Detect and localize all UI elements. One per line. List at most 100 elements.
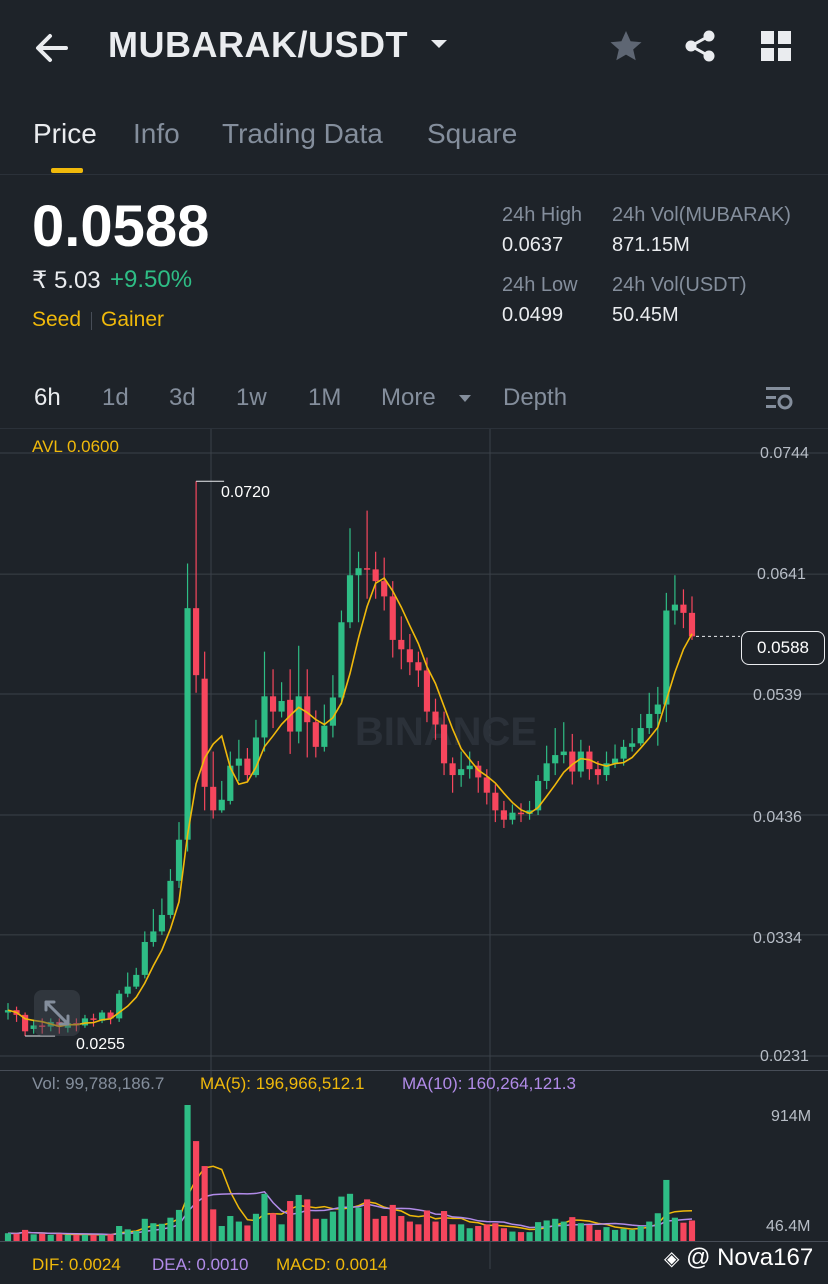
candle-body <box>81 1018 89 1026</box>
volume-bar <box>167 1217 174 1241</box>
tab-info[interactable]: Info <box>133 118 180 149</box>
price-ma-line <box>7 576 693 1028</box>
volume-bar <box>423 1210 431 1241</box>
volume-bar <box>47 1234 54 1241</box>
volume-bar <box>287 1201 294 1241</box>
back-button[interactable] <box>30 26 74 70</box>
volume-legend-ma5: MA(5): 196,966,512.1 <box>200 1074 365 1093</box>
volume-bar <box>269 1213 277 1241</box>
low-marker-label: 0.0255 <box>76 1036 125 1053</box>
y-tick-label: 0.0231 <box>760 1048 809 1065</box>
candle-body <box>312 722 319 747</box>
volume-bar <box>663 1179 670 1241</box>
candle-body <box>440 724 448 764</box>
timeframe-more[interactable]: More <box>381 384 436 411</box>
candle-body <box>432 711 439 725</box>
volume-bar <box>629 1229 636 1241</box>
tag-seed[interactable]: Seed <box>32 308 82 331</box>
timeframe-1d[interactable]: 1d <box>102 384 129 411</box>
volume-bar <box>381 1216 388 1241</box>
tab-depth[interactable]: Depth <box>503 384 568 411</box>
volume-bar <box>56 1233 63 1241</box>
candle-body <box>475 765 482 778</box>
volume-bar <box>611 1229 619 1241</box>
volume-bar <box>22 1229 29 1241</box>
timeframe-1m[interactable]: 1M <box>308 384 342 411</box>
volume-bar <box>492 1223 499 1241</box>
current-price-tag[interactable]: 0.0588 <box>741 631 825 665</box>
volume-bar <box>244 1225 251 1241</box>
high-marker-label: 0.0720 <box>221 484 270 501</box>
volume-legend-ma10: MA(10): 160,264,121.3 <box>402 1074 576 1093</box>
volume-bar <box>603 1227 610 1241</box>
candle-body <box>629 743 636 747</box>
candlesticks <box>4 481 696 1037</box>
more-dropdown-icon[interactable] <box>457 392 473 410</box>
volume-bar <box>483 1224 490 1241</box>
candle-body <box>552 755 559 764</box>
candle-body <box>355 568 362 576</box>
candle-body <box>646 713 653 729</box>
candle-body <box>500 810 507 820</box>
candle-body <box>133 974 140 987</box>
pair-title[interactable]: MUBARAK/USDT <box>108 24 408 65</box>
volume-bar <box>440 1211 448 1241</box>
volume-bar <box>364 1199 371 1241</box>
candle-body <box>466 765 473 770</box>
share-icon[interactable] <box>682 28 718 69</box>
candle-body <box>406 649 413 663</box>
volume-bar <box>432 1221 439 1241</box>
tag-gainer[interactable]: Gainer <box>101 308 165 331</box>
candle-body <box>295 696 302 732</box>
stat-24h-vol-base-value: 871.15M <box>612 234 690 256</box>
candle-body <box>235 758 242 766</box>
current-price-value: 0.0588 <box>757 638 809 657</box>
volume-bar <box>577 1223 584 1241</box>
stat-24h-high-label: 24h High <box>502 204 583 226</box>
pair-dropdown-icon[interactable] <box>428 36 450 57</box>
tab-trading-data[interactable]: Trading Data <box>222 118 383 149</box>
volume-bars <box>4 1105 696 1241</box>
candle-body <box>688 612 696 637</box>
volume-bar <box>218 1226 225 1241</box>
timeframe-6h[interactable]: 6h <box>34 384 61 411</box>
candle-body <box>603 763 610 776</box>
volume-bar <box>517 1232 525 1241</box>
active-tab-indicator <box>51 168 83 173</box>
candle-body <box>304 696 311 723</box>
candle-body <box>321 725 328 747</box>
volume-bar <box>141 1218 148 1241</box>
candle-body <box>483 777 490 793</box>
candle-body <box>175 839 183 881</box>
tab-square[interactable]: Square <box>427 118 518 149</box>
tab-price[interactable]: Price <box>33 118 97 149</box>
candle-body <box>210 786 217 811</box>
candle-body <box>158 914 165 932</box>
favorite-star-icon[interactable] <box>608 28 644 69</box>
candle-body <box>261 696 268 738</box>
fullscreen-button[interactable] <box>34 990 80 1036</box>
candle-body <box>637 728 644 744</box>
chart-settings-icon[interactable] <box>764 384 794 417</box>
grid-menu-icon[interactable] <box>760 30 792 67</box>
volume-bar <box>329 1211 336 1241</box>
candle-body <box>22 1014 29 1032</box>
candle-body <box>107 1012 114 1019</box>
timeframe-3d[interactable]: 3d <box>169 384 196 411</box>
candle-body <box>364 568 371 570</box>
volume-bar <box>116 1226 123 1241</box>
candle-body <box>124 986 131 994</box>
timeframe-1w[interactable]: 1w <box>236 384 267 411</box>
chart-top-divider <box>0 428 828 429</box>
candle-body <box>577 751 584 772</box>
volume-bar <box>415 1224 422 1241</box>
candle-body <box>329 697 336 726</box>
candle-body <box>150 931 157 942</box>
volume-bar <box>338 1196 345 1241</box>
macd-dea: DEA: 0.0010 <box>152 1255 249 1274</box>
volume-bar <box>150 1223 157 1241</box>
price-chart[interactable]: BINANCE <box>0 429 828 1284</box>
volume-bar <box>39 1233 46 1241</box>
volume-bar <box>13 1233 20 1241</box>
volume-bar <box>98 1234 106 1241</box>
